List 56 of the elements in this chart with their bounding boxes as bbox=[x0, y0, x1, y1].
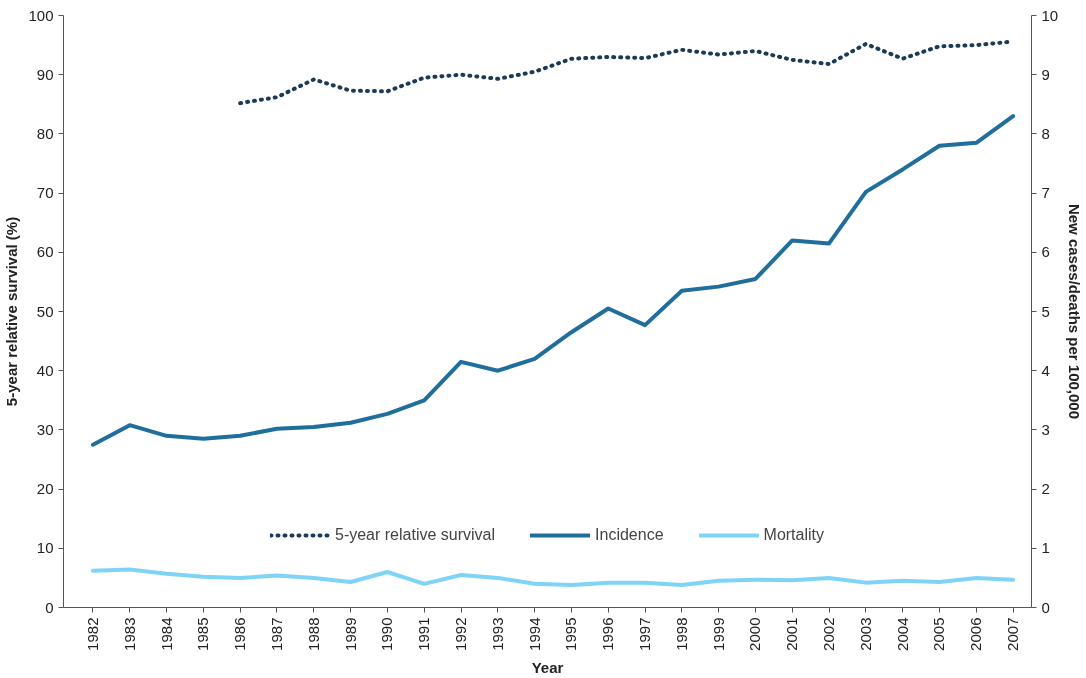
x-tick-label: 1985 bbox=[194, 617, 212, 651]
legend-label: Incidence bbox=[595, 526, 664, 544]
y-tick-label: 70 bbox=[36, 184, 54, 202]
y-tick-label: 20 bbox=[36, 480, 54, 498]
y2-tick-label: 5 bbox=[1041, 302, 1050, 320]
x-tick-label: 1986 bbox=[231, 617, 249, 651]
x-tick-label: 1988 bbox=[304, 617, 322, 651]
x-tick-label: 1987 bbox=[267, 617, 285, 651]
x-tick-label: 1983 bbox=[120, 617, 138, 651]
x-axis-title: Year bbox=[531, 658, 564, 676]
x-tick-label: 2007 bbox=[1004, 617, 1022, 651]
x-tick-label: 1996 bbox=[599, 617, 617, 651]
x-tick-label: 1994 bbox=[525, 617, 543, 651]
y2-tick-label: 10 bbox=[1041, 6, 1059, 24]
y2-axis-title: New cases/deaths per 100,000 bbox=[1066, 203, 1084, 420]
x-tick-label: 1995 bbox=[562, 617, 580, 651]
y2-tick-label: 1 bbox=[1041, 539, 1050, 557]
x-tick-label: 2000 bbox=[746, 617, 764, 651]
x-tick-label: 2006 bbox=[967, 617, 985, 651]
x-tick-label: 1982 bbox=[83, 617, 101, 651]
x-tick-label: 1997 bbox=[636, 617, 654, 651]
x-tick-label: 1993 bbox=[488, 617, 506, 651]
y-tick-label: 40 bbox=[36, 361, 54, 379]
x-tick-label: 1989 bbox=[341, 617, 359, 651]
x-tick-label: 1992 bbox=[452, 617, 470, 651]
y2-tick-label: 4 bbox=[1041, 361, 1050, 379]
y2-tick-label: 3 bbox=[1041, 420, 1050, 438]
y-tick-label: 0 bbox=[45, 598, 54, 616]
y2-tick-label: 8 bbox=[1041, 124, 1050, 142]
y-tick-label: 60 bbox=[36, 243, 54, 261]
x-tick-label: 2004 bbox=[893, 617, 911, 651]
y-tick-label: 80 bbox=[36, 124, 54, 142]
y-axis-title: 5-year relative survival (%) bbox=[3, 216, 21, 407]
line-series bbox=[90, 114, 1016, 447]
x-tick-label: 1990 bbox=[378, 617, 396, 651]
x-tick-label: 2002 bbox=[820, 617, 838, 651]
y-tick-label: 30 bbox=[36, 420, 54, 438]
y2-tick-label: 2 bbox=[1041, 480, 1050, 498]
y2-tick-label: 7 bbox=[1041, 184, 1050, 202]
y2-tick-label: 9 bbox=[1041, 65, 1050, 83]
line-series bbox=[90, 567, 1016, 587]
y2-tick-label: 6 bbox=[1041, 243, 1050, 261]
x-tick-label: 2003 bbox=[856, 617, 874, 651]
y-tick-label: 90 bbox=[36, 65, 54, 83]
y-tick-label: 100 bbox=[28, 6, 54, 24]
x-tick-label: 1984 bbox=[157, 617, 175, 651]
legend-label: 5-year relative survival bbox=[334, 526, 496, 544]
x-tick-label: 1999 bbox=[709, 617, 727, 651]
legend-label: Mortality bbox=[763, 526, 825, 544]
y-tick-label: 50 bbox=[36, 302, 54, 320]
y-tick-label: 10 bbox=[36, 539, 54, 557]
x-tick-label: 1998 bbox=[672, 617, 690, 651]
x-tick-label: 2001 bbox=[783, 617, 801, 651]
y2-tick-label: 0 bbox=[1041, 598, 1050, 616]
x-tick-label: 2005 bbox=[930, 617, 948, 651]
x-tick-label: 1991 bbox=[415, 617, 433, 651]
